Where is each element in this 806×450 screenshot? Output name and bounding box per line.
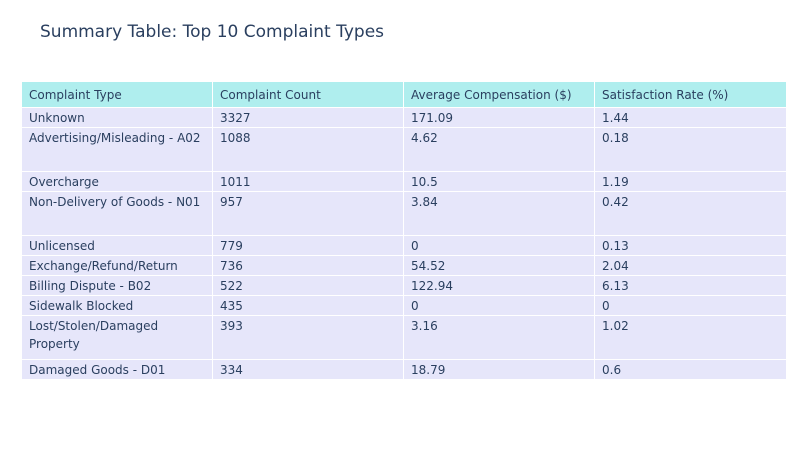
table-row: Advertising/Misleading - A02 1088 4.62 0… bbox=[21, 127, 787, 172]
header-satisfaction-rate: Satisfaction Rate (%) bbox=[594, 81, 787, 108]
table-cell: 779 bbox=[212, 235, 404, 256]
table-row: Overcharge 1011 10.5 1.19 bbox=[21, 171, 787, 192]
table-row: Unknown 3327 171.09 1.44 bbox=[21, 107, 787, 128]
table-cell: 435 bbox=[212, 295, 404, 316]
table-cell: 3327 bbox=[212, 107, 404, 128]
table-header-row: Complaint Type Complaint Count Average C… bbox=[21, 81, 787, 108]
table-cell: 3.84 bbox=[403, 191, 595, 236]
table-row: Sidewalk Blocked 435 0 0 bbox=[21, 295, 787, 316]
table-cell: Advertising/Misleading - A02 bbox=[21, 127, 213, 172]
table-cell: 4.62 bbox=[403, 127, 595, 172]
table-row: Exchange/Refund/Return 736 54.52 2.04 bbox=[21, 255, 787, 276]
table-cell: Exchange/Refund/Return bbox=[21, 255, 213, 276]
table-cell: 0.42 bbox=[594, 191, 787, 236]
table-cell: 334 bbox=[212, 359, 404, 380]
table-cell: 0.18 bbox=[594, 127, 787, 172]
table-cell: 10.5 bbox=[403, 171, 595, 192]
table-cell: Overcharge bbox=[21, 171, 213, 192]
summary-table: Complaint Type Complaint Count Average C… bbox=[21, 81, 787, 380]
table-cell: 3.16 bbox=[403, 315, 595, 360]
table-cell: 1088 bbox=[212, 127, 404, 172]
table-cell: 2.04 bbox=[594, 255, 787, 276]
table-row: Damaged Goods - D01 334 18.79 0.6 bbox=[21, 359, 787, 380]
table-row: Lost/Stolen/Damaged Property 393 3.16 1.… bbox=[21, 315, 787, 360]
table-row: Billing Dispute - B02 522 122.94 6.13 bbox=[21, 275, 787, 296]
table-cell: 1011 bbox=[212, 171, 404, 192]
header-complaint-count: Complaint Count bbox=[212, 81, 404, 108]
table-row: Unlicensed 779 0 0.13 bbox=[21, 235, 787, 256]
table-cell: Lost/Stolen/Damaged Property bbox=[21, 315, 213, 360]
table-cell: Damaged Goods - D01 bbox=[21, 359, 213, 380]
table-cell: 1.19 bbox=[594, 171, 787, 192]
table-cell: 957 bbox=[212, 191, 404, 236]
table-row: Non-Delivery of Goods - N01 957 3.84 0.4… bbox=[21, 191, 787, 236]
table-cell: 1.44 bbox=[594, 107, 787, 128]
table-cell: Sidewalk Blocked bbox=[21, 295, 213, 316]
table-cell: 0 bbox=[594, 295, 787, 316]
table-cell: 736 bbox=[212, 255, 404, 276]
table-cell: 122.94 bbox=[403, 275, 595, 296]
table-cell: 0 bbox=[403, 235, 595, 256]
table-cell: 0.6 bbox=[594, 359, 787, 380]
table-cell: Unknown bbox=[21, 107, 213, 128]
table-cell: 18.79 bbox=[403, 359, 595, 380]
table-cell: 0.13 bbox=[594, 235, 787, 256]
table-cell: 171.09 bbox=[403, 107, 595, 128]
table-cell: Unlicensed bbox=[21, 235, 213, 256]
table-cell: 54.52 bbox=[403, 255, 595, 276]
table-cell: 0 bbox=[403, 295, 595, 316]
table-cell: Billing Dispute - B02 bbox=[21, 275, 213, 296]
table-cell: 522 bbox=[212, 275, 404, 296]
table-cell: 393 bbox=[212, 315, 404, 360]
table-cell: 6.13 bbox=[594, 275, 787, 296]
header-average-compensation: Average Compensation ($) bbox=[403, 81, 595, 108]
header-complaint-type: Complaint Type bbox=[21, 81, 213, 108]
chart-title: Summary Table: Top 10 Complaint Types bbox=[40, 22, 385, 42]
table-cell: 1.02 bbox=[594, 315, 787, 360]
table-cell: Non-Delivery of Goods - N01 bbox=[21, 191, 213, 236]
